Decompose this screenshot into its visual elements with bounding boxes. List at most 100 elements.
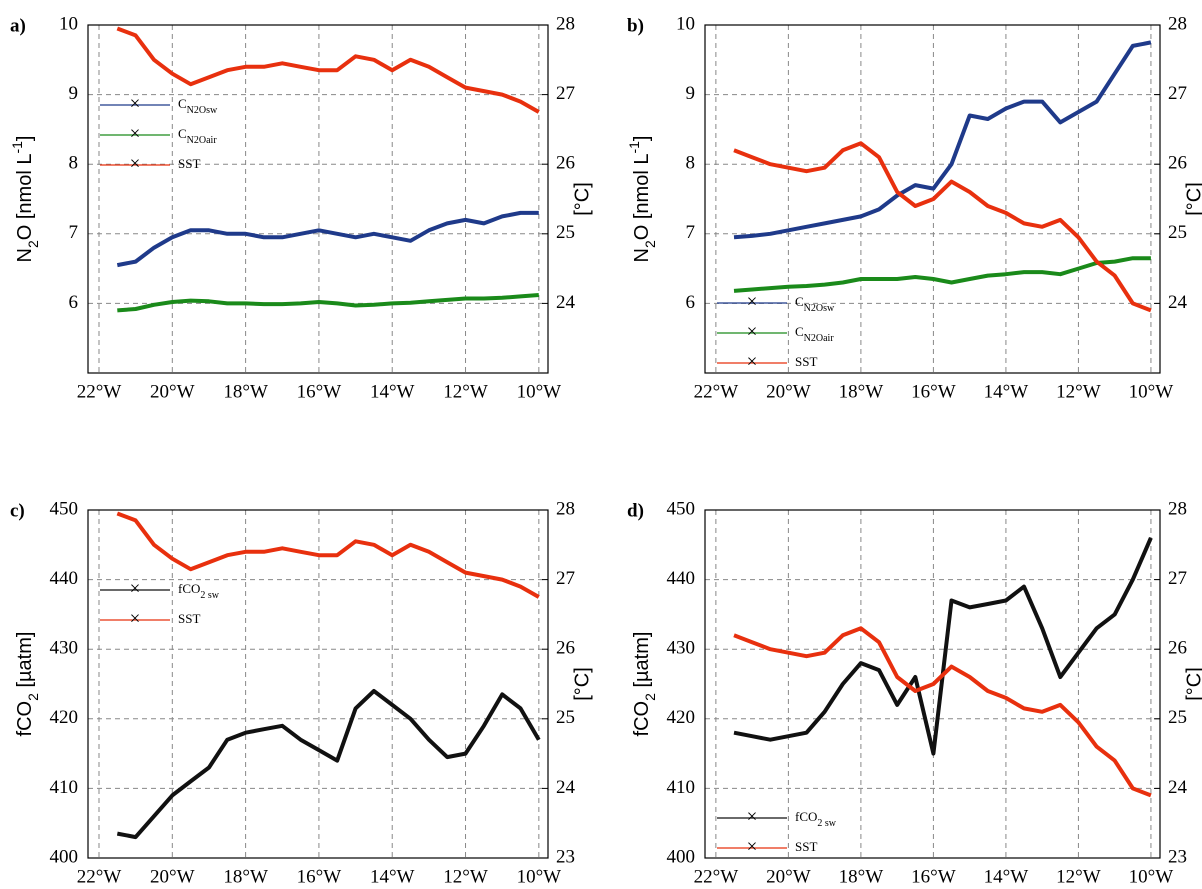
y2-tick-label: 28 [556, 498, 575, 519]
legend-marker: × [130, 608, 141, 629]
data-line [733, 626, 1152, 798]
x-tick-label: 20°W [766, 866, 811, 887]
y-tick-label: 8 [69, 153, 79, 174]
plot-frame [87, 24, 549, 374]
legend-name-sub: N2Osw [187, 105, 218, 116]
y2-tick-label: 26 [556, 638, 575, 659]
y-axis-label-part: ] [631, 136, 653, 142]
panel-label: c) [10, 500, 25, 521]
y-axis-label-part: -1 [626, 141, 642, 154]
y-tick-label: 440 [50, 568, 79, 589]
y2-axis-label: [°C] [1183, 182, 1202, 216]
data-line [733, 256, 1151, 293]
legend-marker: × [130, 153, 141, 174]
y-axis-label-part: 2 [642, 693, 658, 701]
y-axis-label: N2O [nmol L-1] [626, 136, 658, 263]
y-tick-label: 450 [667, 498, 696, 519]
legend-marker: × [747, 321, 758, 342]
legend-marker: × [747, 806, 758, 827]
x-tick-label: 16°W [911, 381, 956, 402]
legend-name-sub: N2Oair [187, 135, 218, 146]
y-axis-label-part: -1 [9, 141, 25, 154]
x-tick-label: 22°W [694, 381, 739, 402]
panel: 22°W 20°W 18°W 16°W 14°W 12°W 10°W 400 410 420 430… [10, 498, 593, 887]
legend-marker: × [130, 578, 141, 599]
y-axis-label-part: ] [14, 136, 36, 142]
y-tick-label: 9 [69, 83, 79, 104]
x-tick-label: 22°W [77, 866, 122, 887]
y-axis-label-part: fCO [631, 701, 653, 737]
y2-tick-label: 27 [1168, 568, 1187, 589]
y-tick-label: 430 [667, 638, 696, 659]
y-tick-label: 420 [667, 707, 696, 728]
y-tick-label: 400 [50, 846, 79, 867]
y2-tick-label: 24 [556, 292, 576, 313]
data-line [116, 511, 540, 599]
y2-tick-label: 23 [1168, 846, 1187, 867]
y-axis-label-part: fCO [14, 701, 36, 737]
y2-tick-label: 27 [556, 568, 575, 589]
x-tick-label: 18°W [839, 866, 884, 887]
y2-tick-label: 27 [556, 83, 575, 104]
data-line [116, 210, 539, 268]
x-tick-label: 18°W [223, 381, 268, 402]
legend-name-sub: 2 sw [817, 818, 836, 829]
data-line [733, 40, 1152, 240]
data-line [117, 293, 539, 313]
y2-tick-label: 27 [1168, 83, 1187, 104]
legend-label: SST [178, 156, 200, 171]
y-tick-label: 7 [686, 222, 696, 243]
legend-name: SST [178, 611, 200, 626]
y-tick-label: 10 [676, 13, 695, 34]
y-axis-label-part: [µatm] [14, 632, 36, 694]
legend-label: CN2Osw [178, 96, 218, 116]
plot-frame [87, 509, 549, 859]
legend-marker: × [747, 351, 758, 372]
y-tick-label: 410 [50, 777, 79, 798]
y2-tick-label: 23 [556, 846, 575, 867]
x-tick-label: 10°W [517, 381, 562, 402]
legend-label: SST [178, 611, 200, 626]
y2-axis-label: [°C] [571, 667, 593, 701]
x-tick-label: 10°W [1129, 381, 1174, 402]
x-tick-label: 20°W [150, 866, 195, 887]
y-tick-label: 420 [50, 707, 79, 728]
legend-name: C [795, 324, 804, 339]
legend-label: fCO2 sw [795, 809, 837, 829]
legend-name: fCO [795, 809, 817, 824]
y2-tick-label: 25 [1168, 707, 1187, 728]
panel: 22°W 20°W 18°W 16°W 14°W 12°W 10°W 6 7 8 9 10 24 25 26… [9, 13, 594, 402]
y-tick-label: 10 [59, 13, 78, 34]
legend-label: SST [795, 354, 817, 369]
x-tick-label: 12°W [1056, 866, 1101, 887]
x-tick-label: 14°W [984, 381, 1029, 402]
legend-name: C [178, 96, 187, 111]
legend-name: fCO [178, 581, 200, 596]
x-tick-label: 12°W [443, 866, 488, 887]
y2-tick-label: 28 [556, 13, 575, 34]
plot-frame [704, 509, 1161, 859]
legend-name: SST [178, 156, 200, 171]
panel-label: b) [627, 15, 644, 36]
y-tick-label: 9 [686, 83, 696, 104]
y2-axis-label: [°C] [571, 182, 593, 216]
y2-tick-label: 26 [1168, 638, 1187, 659]
y-tick-label: 6 [686, 292, 696, 313]
x-tick-label: 10°W [1129, 866, 1174, 887]
y-axis-label: fCO2 [µatm] [14, 632, 40, 737]
data-line [733, 141, 1152, 313]
y2-tick-label: 25 [556, 707, 575, 728]
x-tick-label: 10°W [517, 866, 562, 887]
legend-marker: × [747, 291, 758, 312]
panel: 22°W 20°W 18°W 16°W 14°W 12°W 10°W 400 410 420 430… [627, 498, 1202, 887]
legend-name-sub: N2Oair [804, 333, 835, 344]
x-tick-label: 20°W [766, 381, 811, 402]
legend-label: CN2Oair [178, 126, 217, 146]
x-tick-label: 14°W [370, 381, 415, 402]
y-axis-label: N2O [nmol L-1] [9, 136, 41, 263]
x-tick-label: 12°W [443, 381, 488, 402]
y-axis-label-part: O [nmol L [631, 154, 653, 241]
y2-tick-label: 24 [556, 777, 576, 798]
x-tick-label: 14°W [984, 866, 1029, 887]
